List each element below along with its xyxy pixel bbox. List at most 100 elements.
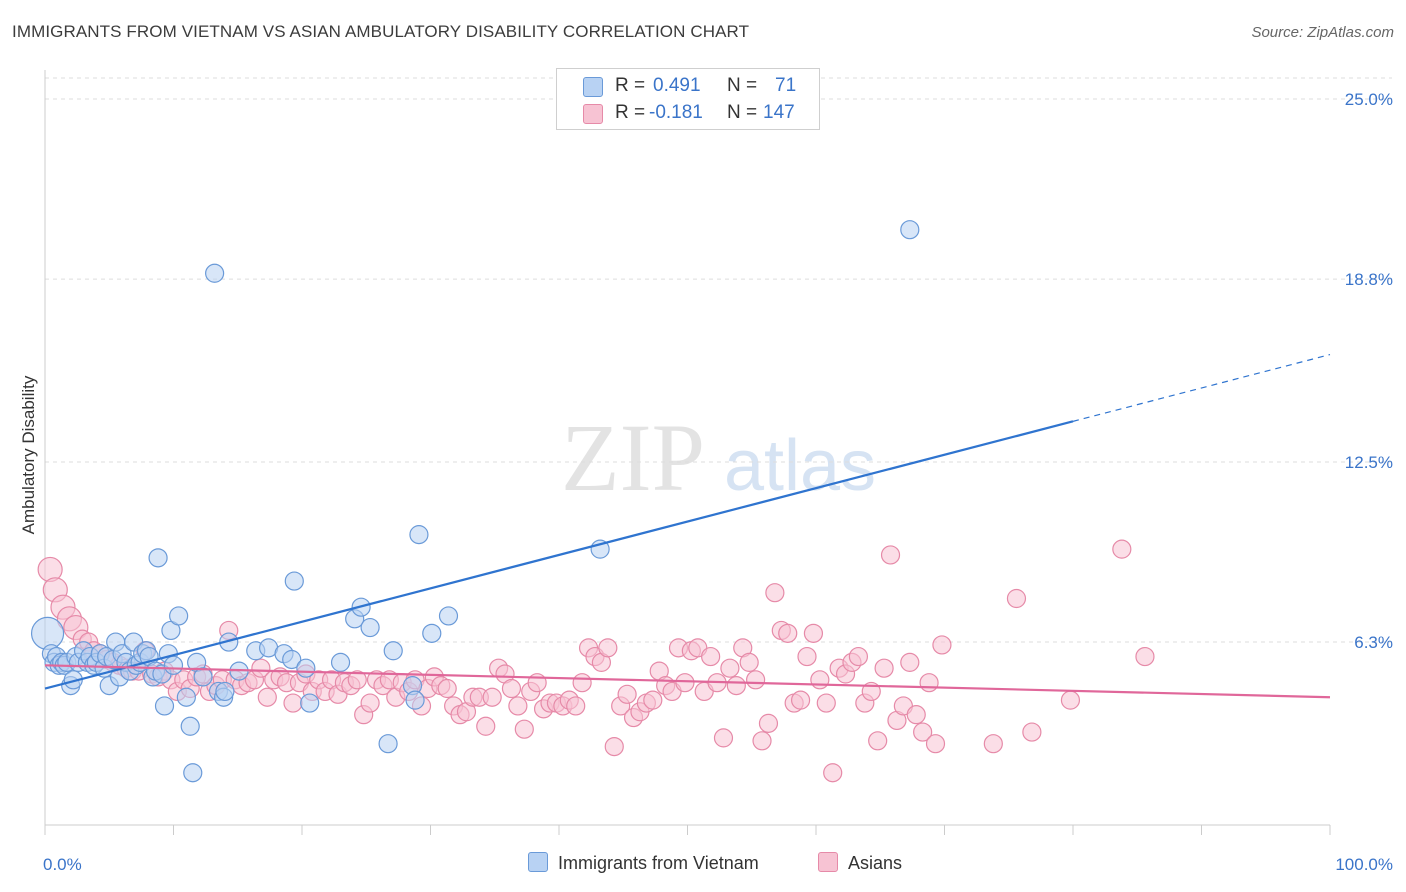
point-vietnam [163, 655, 184, 675]
point-asians [1112, 539, 1132, 559]
point-asians [932, 635, 952, 655]
point-vietnam [300, 693, 320, 713]
point-asians [906, 705, 926, 725]
point-asians [572, 673, 592, 693]
point-asians [643, 690, 663, 710]
bottom-legend-asians: Asians [818, 852, 902, 874]
point-asians [797, 646, 817, 667]
point-asians [880, 545, 901, 565]
bottom-legend-label-vietnam: Immigrants from Vietnam [558, 853, 759, 873]
point-vietnam [383, 641, 403, 661]
legend-r-value: -0.181 [649, 102, 703, 123]
trendline-vietnam [44, 420, 1074, 690]
point-vietnam [154, 696, 175, 716]
legend-n-label: N = [727, 75, 758, 96]
point-asians [1006, 588, 1027, 609]
point-asians [868, 731, 888, 751]
point-asians [701, 646, 721, 667]
legend-r-label: R = [615, 75, 646, 96]
point-asians [803, 623, 824, 643]
point-asians [257, 687, 277, 707]
point-asians [919, 673, 939, 693]
point-vietnam [900, 220, 920, 240]
trendline-asians [44, 664, 1331, 699]
point-asians [604, 736, 624, 757]
point-asians [713, 728, 734, 748]
point-asians [347, 670, 367, 690]
point-vietnam [193, 667, 213, 687]
bottom-legend-label-asians: Asians [848, 853, 903, 873]
trendline-extension-vietnam [1072, 353, 1331, 422]
point-asians [726, 676, 746, 696]
point-vietnam [148, 548, 168, 568]
point-asians [925, 734, 946, 754]
point-asians [437, 678, 457, 699]
point-asians [913, 722, 933, 742]
bottom-legend-swatch-vietnam [528, 852, 548, 872]
y-axis-label: Ambulatory Disability [19, 375, 38, 534]
point-asians [746, 670, 766, 690]
chart-title: IMMIGRANTS FROM VIETNAM VS ASIAN AMBULAT… [12, 22, 750, 41]
point-asians [598, 638, 618, 658]
point-asians [1060, 690, 1081, 710]
bottom-legend-swatch-asians [818, 852, 838, 872]
y-tick-label: 18.8% [1345, 270, 1393, 289]
y-tick-label: 12.5% [1345, 453, 1393, 472]
bottom-legend-vietnam: Immigrants from Vietnam [528, 852, 759, 874]
y-tick-label: 6.3% [1354, 633, 1393, 652]
point-vietnam [378, 734, 398, 754]
point-asians [251, 658, 271, 678]
legend-swatch-asians [583, 104, 603, 124]
watermark-atlas: atlas [724, 426, 876, 506]
legend-n-value: 71 [775, 75, 797, 96]
point-asians [823, 763, 843, 783]
point-vietnam [284, 571, 304, 591]
point-vietnam [409, 525, 429, 545]
point-asians [476, 716, 496, 736]
source-label: Source: ZipAtlas.com [1251, 24, 1394, 41]
point-asians [508, 696, 528, 716]
point-vietnam [183, 763, 203, 783]
correlation-legend: R = 0.491 N = 71 R = -0.181 N = 147 [556, 68, 820, 130]
point-vietnam [296, 658, 316, 678]
point-asians [283, 693, 303, 713]
point-asians [720, 658, 740, 678]
point-asians [739, 652, 759, 672]
point-asians [360, 693, 380, 713]
point-asians [758, 713, 779, 733]
point-asians [675, 673, 695, 693]
legend-r-value: 0.491 [653, 75, 701, 96]
point-vietnam [30, 616, 65, 650]
legend-swatch-vietnam [583, 77, 603, 97]
legend-r-label: R = [615, 102, 646, 123]
point-asians [765, 583, 785, 603]
point-asians [1135, 646, 1155, 667]
y-tick-label: 25.0% [1345, 90, 1393, 109]
point-vietnam [422, 623, 442, 643]
point-asians [752, 731, 772, 751]
point-vietnam [176, 687, 196, 707]
point-asians [778, 623, 798, 643]
legend-n-value: 147 [763, 102, 795, 123]
point-vietnam [215, 681, 235, 702]
point-asians [790, 690, 811, 710]
point-asians [810, 670, 830, 690]
point-vietnam [180, 716, 200, 736]
point-vietnam [330, 652, 351, 672]
point-asians [514, 719, 534, 739]
point-vietnam [360, 617, 380, 638]
point-vietnam [405, 690, 425, 710]
point-vietnam [205, 263, 225, 283]
point-asians [900, 652, 920, 672]
point-vietnam [282, 649, 302, 670]
point-asians [617, 684, 637, 704]
point-asians [874, 658, 894, 678]
legend-n-label: N = [727, 102, 758, 123]
point-asians [566, 696, 586, 716]
point-asians [848, 646, 869, 667]
point-asians [1022, 722, 1042, 742]
point-vietnam [169, 606, 189, 626]
watermark-zip: ZIP [561, 404, 705, 511]
point-vietnam [438, 606, 459, 626]
